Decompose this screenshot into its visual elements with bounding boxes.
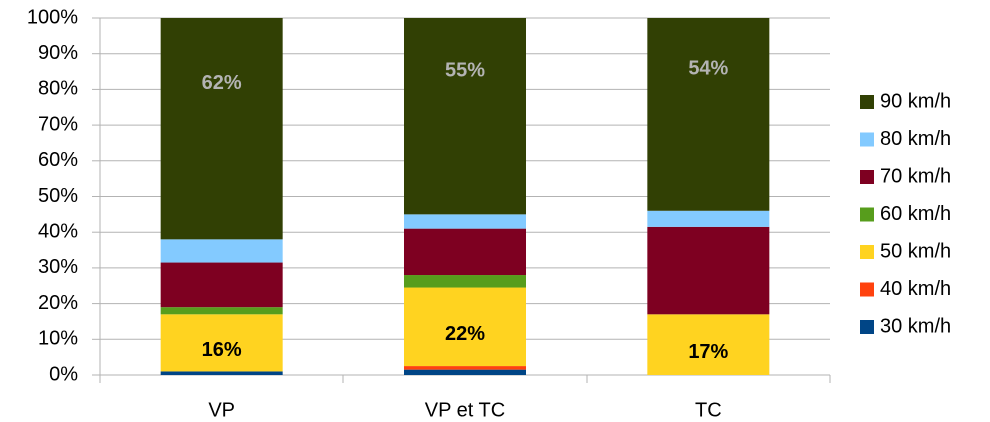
bar-segment: [404, 369, 526, 375]
bar-segment: [404, 287, 526, 367]
data-label: 22%: [445, 323, 485, 345]
legend-label: 50 km/h: [880, 240, 951, 262]
x-tick-label: VP: [208, 399, 235, 421]
y-tick-label: 50%: [38, 185, 78, 207]
legend-label: 80 km/h: [880, 128, 951, 150]
legend-label: 70 km/h: [880, 165, 951, 187]
bar-segment: [647, 210, 770, 227]
y-tick-label: 20%: [38, 292, 78, 314]
legend-label: 60 km/h: [880, 203, 951, 225]
y-tick-label: 70%: [38, 113, 78, 135]
y-tick-label: 60%: [38, 149, 78, 171]
bar-segment: [160, 314, 283, 372]
bar-segment: [647, 226, 770, 315]
y-tick-label: 80%: [38, 78, 78, 100]
y-tick-label: 100%: [27, 6, 78, 28]
y-tick-label: 90%: [38, 42, 78, 64]
bar-segment: [160, 18, 283, 240]
bar-segment: [160, 307, 283, 315]
bar-segment: [404, 228, 526, 276]
x-tick-label: TC: [695, 399, 722, 421]
legend-swatch: [860, 320, 874, 334]
bar-segment: [404, 366, 526, 370]
legend-label: 90 km/h: [880, 90, 951, 112]
bar-segment: [160, 262, 283, 308]
x-tick-label: VP et TC: [425, 399, 505, 421]
y-tick-label: 30%: [38, 256, 78, 278]
y-tick-label: 10%: [38, 328, 78, 350]
data-label: 16%: [202, 339, 242, 361]
legend-swatch: [860, 207, 874, 222]
data-label: 55%: [445, 59, 485, 81]
bar-segment: [404, 18, 526, 215]
y-tick-label: 0%: [49, 363, 78, 385]
bar-segment: [160, 239, 283, 263]
y-tick-label: 40%: [38, 220, 78, 242]
legend-swatch: [860, 245, 874, 259]
legend-swatch: [860, 132, 874, 147]
data-label: 54%: [688, 58, 728, 80]
legend-swatch: [860, 95, 874, 109]
legend-label: 40 km/h: [880, 278, 951, 300]
bar-segment: [647, 314, 770, 375]
bar-segment: [404, 275, 526, 288]
legend-swatch: [860, 282, 874, 297]
bar-segment: [404, 214, 526, 229]
data-label: 62%: [202, 72, 242, 94]
bar-segment: [160, 371, 283, 375]
legend-swatch: [860, 170, 874, 184]
legend-label: 30 km/h: [880, 315, 951, 337]
data-label: 17%: [688, 341, 728, 363]
bar-segment: [647, 18, 770, 211]
